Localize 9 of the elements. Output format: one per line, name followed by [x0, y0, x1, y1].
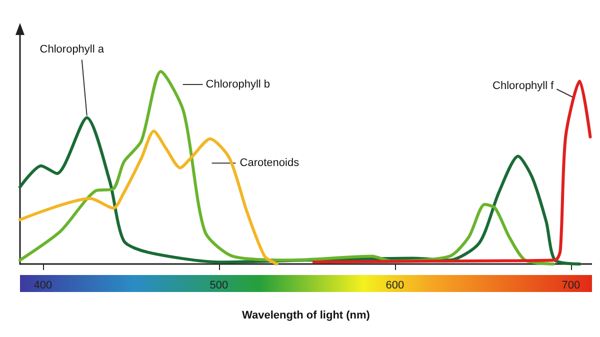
x-tick-label: 500 [210, 280, 228, 292]
x-tick-label: 600 [386, 280, 404, 292]
x-tick-label: 400 [34, 280, 52, 292]
text: Chlorophyll b [206, 78, 270, 90]
text: Chlorophyll a [40, 44, 105, 56]
series-label: Carotenoids [240, 157, 300, 170]
x-tick-label: 700 [562, 280, 580, 292]
series-label: Chlorophyll f [492, 80, 555, 92]
x-axis-title: Wavelength of light (nm) [242, 310, 370, 322]
